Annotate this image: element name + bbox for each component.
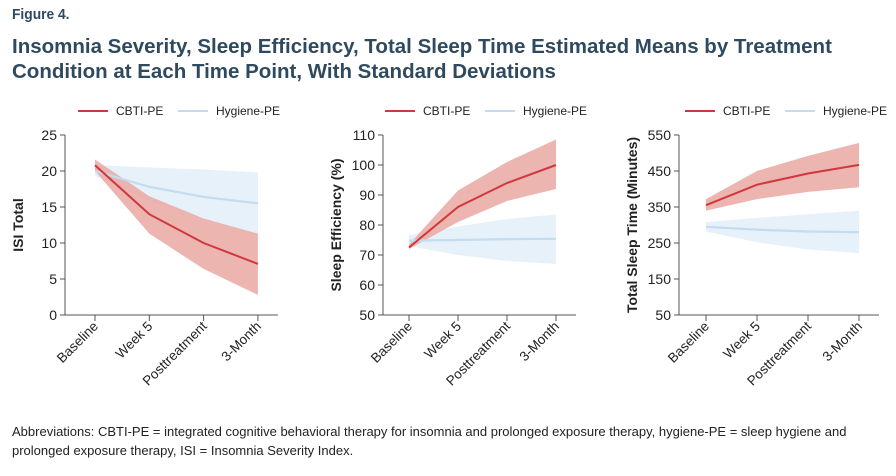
x-tick-label: Baseline xyxy=(665,319,712,366)
chart-panel-2: CBTI-PE Hygiene-PE 50 60 70 80 90 100 110 Baselin… xyxy=(328,104,587,389)
y-tick-label: 50 xyxy=(359,307,375,323)
y-tick-label: 250 xyxy=(648,235,672,251)
y-tick-label: 50 xyxy=(655,307,671,323)
y-tick-label: 5 xyxy=(49,271,57,287)
chart-panel-1: CBTI-PE Hygiene-PE 0 5 10 15 20 25 Baseline Week … xyxy=(10,104,280,389)
legend: CBTI-PE Hygiene-PE xyxy=(685,104,887,118)
figure-label: Figure 4. xyxy=(12,6,70,23)
legend-label-hygiene: Hygiene-PE xyxy=(216,104,280,118)
y-tick-label: 60 xyxy=(359,277,375,293)
cbti-sd-band xyxy=(95,159,258,295)
x-tick-label: 3-Month xyxy=(819,319,865,365)
x-tick-label: Baseline xyxy=(54,319,101,366)
cbti-sd-band xyxy=(706,142,859,211)
y-axis-title: ISI Total xyxy=(10,198,26,251)
legend-label-cbti: CBTI-PE xyxy=(423,104,470,118)
hygiene-sd-band xyxy=(706,210,859,254)
cbti-mean-line xyxy=(705,163,860,207)
x-tick-label: Baseline xyxy=(368,319,415,366)
figure-title: Insomnia Severity, Sleep Efficiency, Tot… xyxy=(12,35,832,83)
y-axis-title: Total Sleep Time (Minutes) xyxy=(624,137,640,313)
y-tick-label: 110 xyxy=(353,127,376,143)
y-tick-label: 450 xyxy=(648,163,672,179)
legend: CBTI-PE Hygiene-PE xyxy=(78,104,280,118)
y-tick-label: 10 xyxy=(41,235,57,251)
legend: CBTI-PE Hygiene-PE xyxy=(385,104,587,118)
y-tick-label: 100 xyxy=(352,157,376,173)
hygiene-mean-line xyxy=(94,169,259,205)
y-tick-label: 15 xyxy=(41,199,57,215)
legend-label-hygiene: Hygiene-PE xyxy=(823,104,887,118)
cbti-mean-line xyxy=(408,164,557,249)
hygiene-mean-line xyxy=(705,225,860,234)
legend-label-hygiene: Hygiene-PE xyxy=(523,104,587,118)
x-tick-label: Week 5 xyxy=(421,319,464,362)
y-tick-label: 90 xyxy=(359,187,375,203)
y-axis-title: Sleep Efficiency (%) xyxy=(328,158,344,291)
y-tick-label: 550 xyxy=(648,127,672,143)
footnote: Abbreviations: CBTI-PE = integrated cogn… xyxy=(12,424,847,458)
y-tick-label: 80 xyxy=(359,217,375,233)
y-tick-label: 70 xyxy=(359,247,375,263)
cbti-mean-line xyxy=(94,164,259,265)
y-tick-label: 25 xyxy=(41,127,57,143)
hygiene-mean-line xyxy=(408,237,557,242)
x-tick-label: 3-Month xyxy=(516,319,562,365)
legend-label-cbti: CBTI-PE xyxy=(116,104,163,118)
y-tick-label: 0 xyxy=(49,307,57,323)
y-tick-label: 20 xyxy=(41,163,57,179)
x-tick-label: 3-Month xyxy=(218,319,264,365)
x-tick-label: Week 5 xyxy=(113,319,156,362)
chart-panel-3: CBTI-PE Hygiene-PE 50 150 250 350 450 550 Baseli… xyxy=(624,104,887,389)
y-tick-label: 150 xyxy=(648,271,672,287)
x-tick-label: Week 5 xyxy=(720,319,763,362)
legend-label-cbti: CBTI-PE xyxy=(723,104,770,118)
y-tick-label: 350 xyxy=(648,199,672,215)
